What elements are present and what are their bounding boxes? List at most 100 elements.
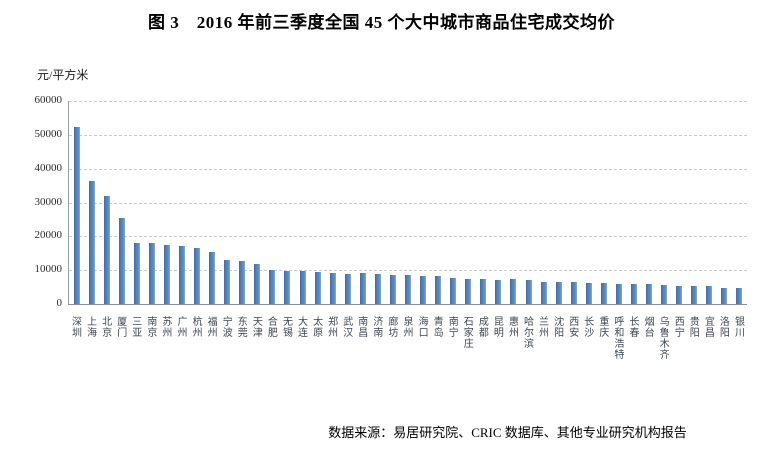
bar-南京: [148, 243, 155, 304]
x-label-武汉: 武汉: [340, 316, 352, 338]
y-tick-label-40000: 40000: [34, 161, 63, 174]
y-tick-label-60000: 60000: [34, 94, 63, 106]
x-label-南宁: 南宁: [446, 316, 458, 338]
bar-上海: [88, 180, 95, 304]
x-label-合肥: 合肥: [265, 316, 277, 338]
x-label-昆明: 昆明: [491, 316, 503, 338]
bar-苏州: [163, 244, 170, 304]
bar-武汉: [344, 273, 351, 304]
x-label-广州: 广州: [175, 316, 186, 338]
plot-area: [68, 101, 747, 305]
x-label-无锡: 无锡: [280, 316, 292, 338]
bar-东莞: [239, 261, 246, 304]
data-source-note: 数据来源：易居研究院、CRIC 数据库、其他专业研究机构报告: [328, 425, 687, 440]
x-label-西宁: 西宁: [672, 316, 684, 338]
bar-福州: [209, 251, 216, 304]
x-label-厦门: 厦门: [114, 316, 126, 338]
bar-呼和浩特: [615, 283, 622, 304]
bar-深圳: [73, 127, 80, 304]
bar-银川: [736, 288, 743, 304]
x-label-大连: 大连: [295, 316, 307, 338]
bar-郑州: [329, 272, 336, 304]
x-label-廊坊: 廊坊: [385, 316, 397, 338]
x-label-哈尔滨: 哈尔滨: [521, 316, 533, 349]
bar-宁波: [224, 259, 231, 304]
x-label-南昌: 南昌: [355, 316, 367, 338]
bar-青岛: [435, 276, 442, 304]
y-tick-label-20000: 20000: [34, 229, 63, 242]
x-label-海口: 海口: [416, 316, 428, 338]
bar-广州: [179, 246, 185, 304]
x-label-乌鲁木齐: 乌鲁木齐: [657, 316, 669, 360]
y-tick-label-10000: 10000: [34, 263, 63, 276]
bar-石家庄: [465, 279, 472, 304]
x-label-贵阳: 贵阳: [687, 316, 699, 338]
bar-北京: [103, 196, 110, 304]
bar-无锡: [284, 270, 291, 304]
bar-天津: [254, 263, 261, 304]
y-tick-label-0: 0: [56, 297, 63, 309]
x-label-太原: 太原: [310, 316, 322, 338]
bar-宜昌: [706, 286, 713, 304]
x-label-成都: 成都: [476, 316, 488, 338]
x-label-南京: 南京: [144, 316, 156, 338]
x-label-惠州: 惠州: [506, 316, 518, 338]
x-label-重庆: 重庆: [596, 316, 608, 338]
x-label-杭州: 杭州: [190, 316, 202, 338]
x-label-上海: 上海: [84, 316, 96, 338]
bar-厦门: [118, 217, 125, 304]
bar-贵阳: [691, 285, 698, 304]
bar-海口: [420, 275, 427, 304]
x-label-郑州: 郑州: [325, 316, 337, 338]
x-label-东莞: 东莞: [235, 316, 247, 338]
bar-长沙: [585, 282, 592, 304]
bar-廊坊: [389, 274, 396, 304]
bar-沈阳: [555, 282, 562, 304]
x-label-长春: 长春: [627, 316, 638, 338]
gridline-60000: [69, 101, 747, 102]
gridline-10000: [69, 270, 747, 272]
bar-合肥: [269, 270, 276, 304]
x-label-青岛: 青岛: [431, 316, 443, 338]
bar-西安: [570, 282, 577, 304]
x-label-泉州: 泉州: [401, 316, 412, 338]
x-label-福州: 福州: [205, 316, 217, 338]
x-label-宁波: 宁波: [220, 316, 232, 338]
bar-昆明: [495, 279, 502, 304]
x-label-三亚: 三亚: [129, 316, 141, 338]
gridline-30000: [69, 202, 747, 204]
x-label-兰州: 兰州: [536, 316, 548, 338]
bar-烟台: [646, 284, 653, 304]
x-label-沈阳: 沈阳: [551, 316, 563, 338]
x-label-长沙: 长沙: [581, 316, 593, 338]
bar-乌鲁木齐: [661, 284, 668, 304]
figure-title: 图 3 2016 年前三季度全国 45 个大中城市商品住宅成交均价: [148, 13, 615, 32]
y-tick-label-50000: 50000: [34, 127, 63, 140]
x-label-石家庄: 石家庄: [461, 316, 473, 349]
gridline-20000: [69, 236, 747, 238]
gridline-50000: [69, 134, 747, 136]
bar-成都: [480, 278, 487, 304]
x-label-北京: 北京: [99, 316, 111, 338]
bar-重庆: [600, 283, 607, 304]
bar-西宁: [676, 285, 683, 304]
bar-杭州: [194, 247, 201, 304]
bar-长春: [631, 283, 637, 304]
y-axis-unit-label: 元/平方米: [37, 68, 89, 82]
bar-南昌: [359, 273, 366, 304]
bar-大连: [299, 271, 306, 304]
bar-南宁: [450, 277, 457, 304]
x-label-烟台: 烟台: [642, 316, 654, 338]
bar-泉州: [405, 275, 411, 304]
y-tick-label-30000: 30000: [34, 195, 63, 208]
bar-哈尔滨: [525, 280, 532, 304]
x-label-呼和浩特: 呼和浩特: [611, 316, 623, 360]
x-label-济南: 济南: [370, 316, 382, 338]
bar-太原: [314, 271, 321, 304]
bar-兰州: [540, 281, 547, 304]
x-label-洛阳: 洛阳: [717, 316, 729, 338]
bar-三亚: [133, 242, 140, 304]
x-label-深圳: 深圳: [69, 316, 81, 338]
x-label-苏州: 苏州: [159, 316, 171, 338]
x-label-西安: 西安: [566, 316, 578, 338]
